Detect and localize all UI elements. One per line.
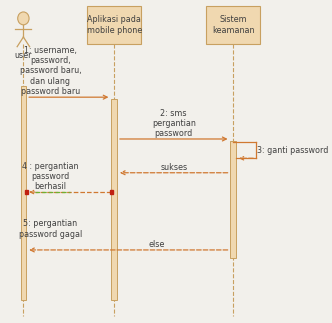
Bar	[25, 191, 28, 194]
FancyBboxPatch shape	[207, 5, 260, 44]
Circle shape	[18, 12, 29, 25]
Text: else: else	[148, 240, 165, 249]
Bar	[230, 141, 236, 258]
Text: 3: ganti password: 3: ganti password	[257, 146, 329, 155]
Text: 4 : pergantian
password
berhasil: 4 : pergantian password berhasil	[22, 162, 79, 192]
Text: Sistem
keamanan: Sistem keamanan	[212, 15, 255, 35]
Text: 1: username,
password,
password baru,
dan ulang
password baru: 1: username, password, password baru, da…	[20, 46, 81, 96]
Bar	[21, 86, 26, 300]
Text: sukses: sukses	[160, 163, 187, 172]
Text: 2: sms
pergantian
password: 2: sms pergantian password	[152, 109, 196, 138]
Bar	[110, 191, 113, 194]
Bar	[111, 99, 117, 300]
Text: user: user	[15, 51, 32, 60]
FancyBboxPatch shape	[87, 5, 141, 44]
Text: Aplikasi pada
mobile phone: Aplikasi pada mobile phone	[87, 15, 142, 35]
Text: 5: pergantian
password gagal: 5: pergantian password gagal	[19, 219, 82, 239]
